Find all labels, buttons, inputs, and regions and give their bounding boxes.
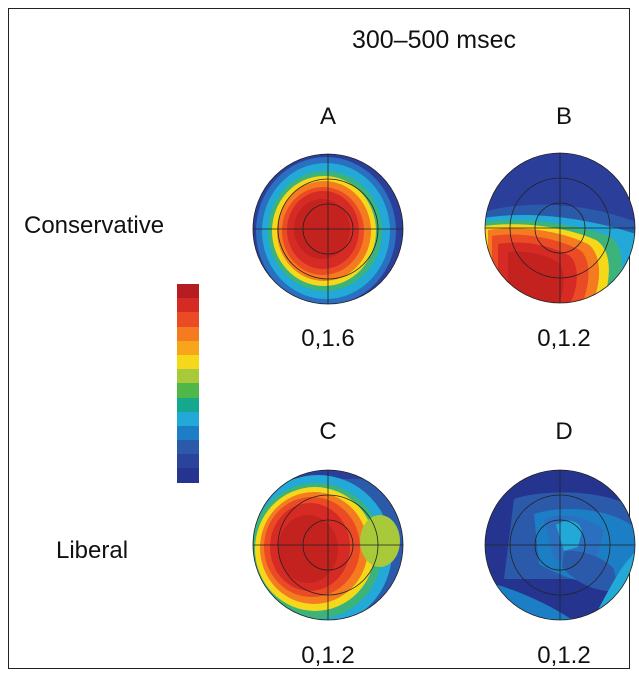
panel-letter-b: B <box>555 103 573 130</box>
scalp-map-a <box>252 153 404 305</box>
color-scale-bar <box>177 284 199 483</box>
row-label-liberal: Liberal <box>56 537 129 564</box>
color-scale-swatch <box>177 454 199 469</box>
color-scale-swatch <box>177 354 199 370</box>
color-scale-swatch <box>177 326 199 341</box>
panel-range-a: 0,1.6 <box>301 325 355 352</box>
panel-range-d: 0,1.2 <box>537 642 591 669</box>
color-scale-swatch <box>177 340 199 355</box>
panel-letter-d: D <box>555 418 573 445</box>
color-scale-swatch <box>177 440 199 455</box>
color-scale-swatch <box>177 298 199 313</box>
color-scale-swatch <box>177 411 199 426</box>
scalp-map-c <box>252 469 404 621</box>
row-label-conservative: Conservative <box>24 212 165 239</box>
panel-range-b: 0,1.2 <box>537 325 591 352</box>
panel-range-c: 0,1.2 <box>301 642 355 669</box>
color-scale-swatch <box>177 397 199 412</box>
scalp-map-b <box>484 152 636 304</box>
figure-title: 300–500 msec <box>352 26 517 54</box>
color-scale-swatch <box>177 425 199 441</box>
scalp-map-d <box>484 469 636 621</box>
color-scale-swatch <box>177 312 199 327</box>
color-scale-swatch <box>177 383 199 398</box>
color-scale-swatch <box>177 369 199 384</box>
panel-letter-a: A <box>319 103 337 130</box>
color-scale-swatch <box>177 284 199 299</box>
panel-letter-c: C <box>319 418 337 445</box>
color-scale-swatch <box>177 468 199 483</box>
